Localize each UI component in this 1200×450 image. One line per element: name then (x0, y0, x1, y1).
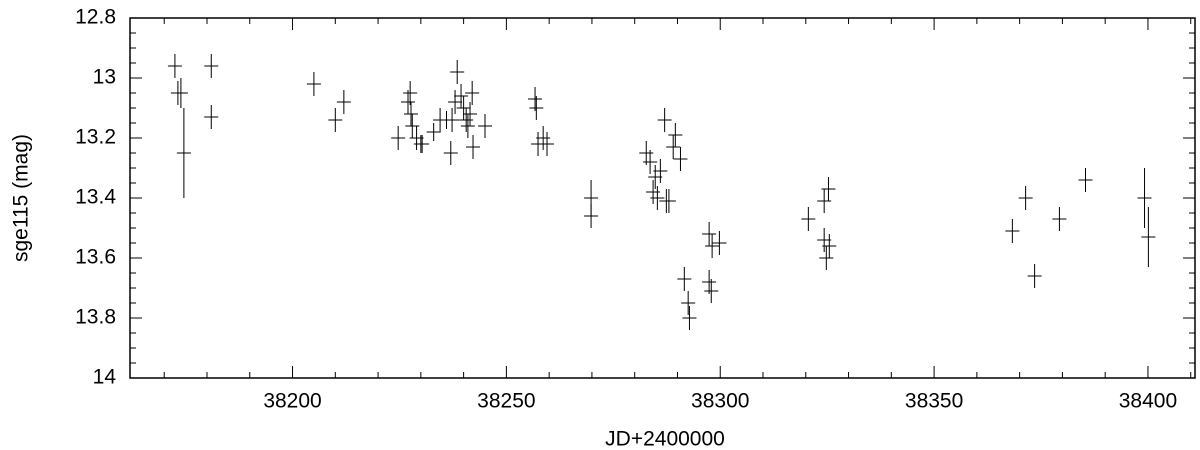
x-tick-label: 38400 (1119, 390, 1177, 413)
x-tick-label: 38350 (905, 390, 963, 413)
x-tick-label: 38200 (263, 390, 321, 413)
y-tick-label: 13.8 (75, 306, 116, 329)
y-tick-label: 13.4 (75, 186, 116, 209)
y-tick-label: 12.8 (75, 6, 116, 29)
x-tick-label: 38300 (691, 390, 749, 413)
y-tick-label: 13 (93, 66, 116, 89)
y-tick-label: 13.2 (75, 126, 116, 149)
y-tick-label: 14 (93, 366, 117, 389)
x-tick-label: 38250 (477, 390, 535, 413)
y-tick-label: 13.6 (75, 246, 116, 269)
x-axis-label: JD+2400000 (605, 428, 725, 450)
y-axis-label: sge115 (mag) (10, 134, 33, 262)
